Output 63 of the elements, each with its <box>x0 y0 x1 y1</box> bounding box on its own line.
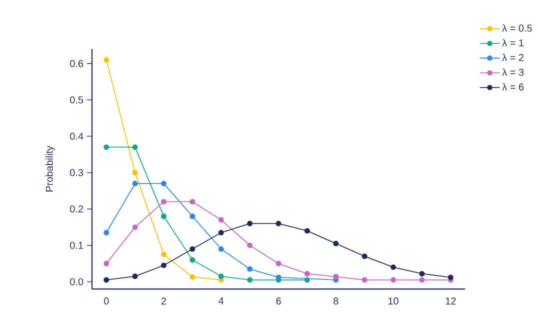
point <box>160 262 166 268</box>
x-tick-label: 10 <box>388 298 398 305</box>
point <box>132 180 138 186</box>
point <box>362 254 368 260</box>
point <box>419 277 425 283</box>
point <box>132 274 138 280</box>
point <box>132 224 138 230</box>
x-tick-label: 2 <box>161 298 166 304</box>
point <box>190 274 196 280</box>
point <box>104 277 110 283</box>
point <box>160 214 166 220</box>
point <box>448 274 454 280</box>
point <box>104 260 110 266</box>
y-tick-label: 0.1 <box>70 242 84 249</box>
point <box>160 252 166 258</box>
legend-label: λ = 0.5 <box>502 24 532 32</box>
x-tick-label: 8 <box>334 298 338 305</box>
point <box>190 198 196 204</box>
point <box>190 214 196 220</box>
y-tick-label: 0.5 <box>70 96 84 104</box>
y-tick-label: 0.3 <box>70 169 84 176</box>
point <box>247 277 253 283</box>
point <box>390 264 396 270</box>
point <box>247 266 253 272</box>
point <box>276 220 282 226</box>
legend-label: λ = 3 <box>502 68 524 76</box>
y-tick-label: 0.0 <box>70 278 84 286</box>
y-axis-title: Probability <box>46 146 55 192</box>
point <box>333 274 339 280</box>
y-tick-label: 0.2 <box>70 205 84 213</box>
point <box>304 277 310 283</box>
point <box>304 270 310 276</box>
point <box>276 260 282 266</box>
point <box>104 230 110 236</box>
point <box>333 240 339 246</box>
point <box>160 180 166 186</box>
point <box>160 198 166 204</box>
x-tick-label: 4 <box>218 297 224 304</box>
point <box>218 246 224 252</box>
point <box>132 144 138 150</box>
point <box>390 277 396 283</box>
point <box>104 144 110 150</box>
point <box>190 246 196 252</box>
point <box>247 220 253 226</box>
point <box>276 274 282 280</box>
x-tick-label: 0 <box>104 298 109 305</box>
point <box>304 228 310 234</box>
point <box>190 257 196 263</box>
x-tick-label: 6 <box>276 298 281 305</box>
point <box>218 217 224 223</box>
point <box>419 270 425 276</box>
y-tick-label: 0.6 <box>70 60 84 68</box>
legend-label: λ = 6 <box>502 83 524 90</box>
point <box>362 277 368 283</box>
point <box>247 242 253 248</box>
point <box>218 230 224 236</box>
x-tick-label: 12 <box>446 298 456 304</box>
legend-label: λ = 1 <box>502 39 524 46</box>
point <box>104 57 110 63</box>
point <box>132 170 138 176</box>
point <box>218 274 224 280</box>
legend-label: λ = 2 <box>502 54 524 61</box>
y-tick-label: 0.4 <box>70 132 84 140</box>
